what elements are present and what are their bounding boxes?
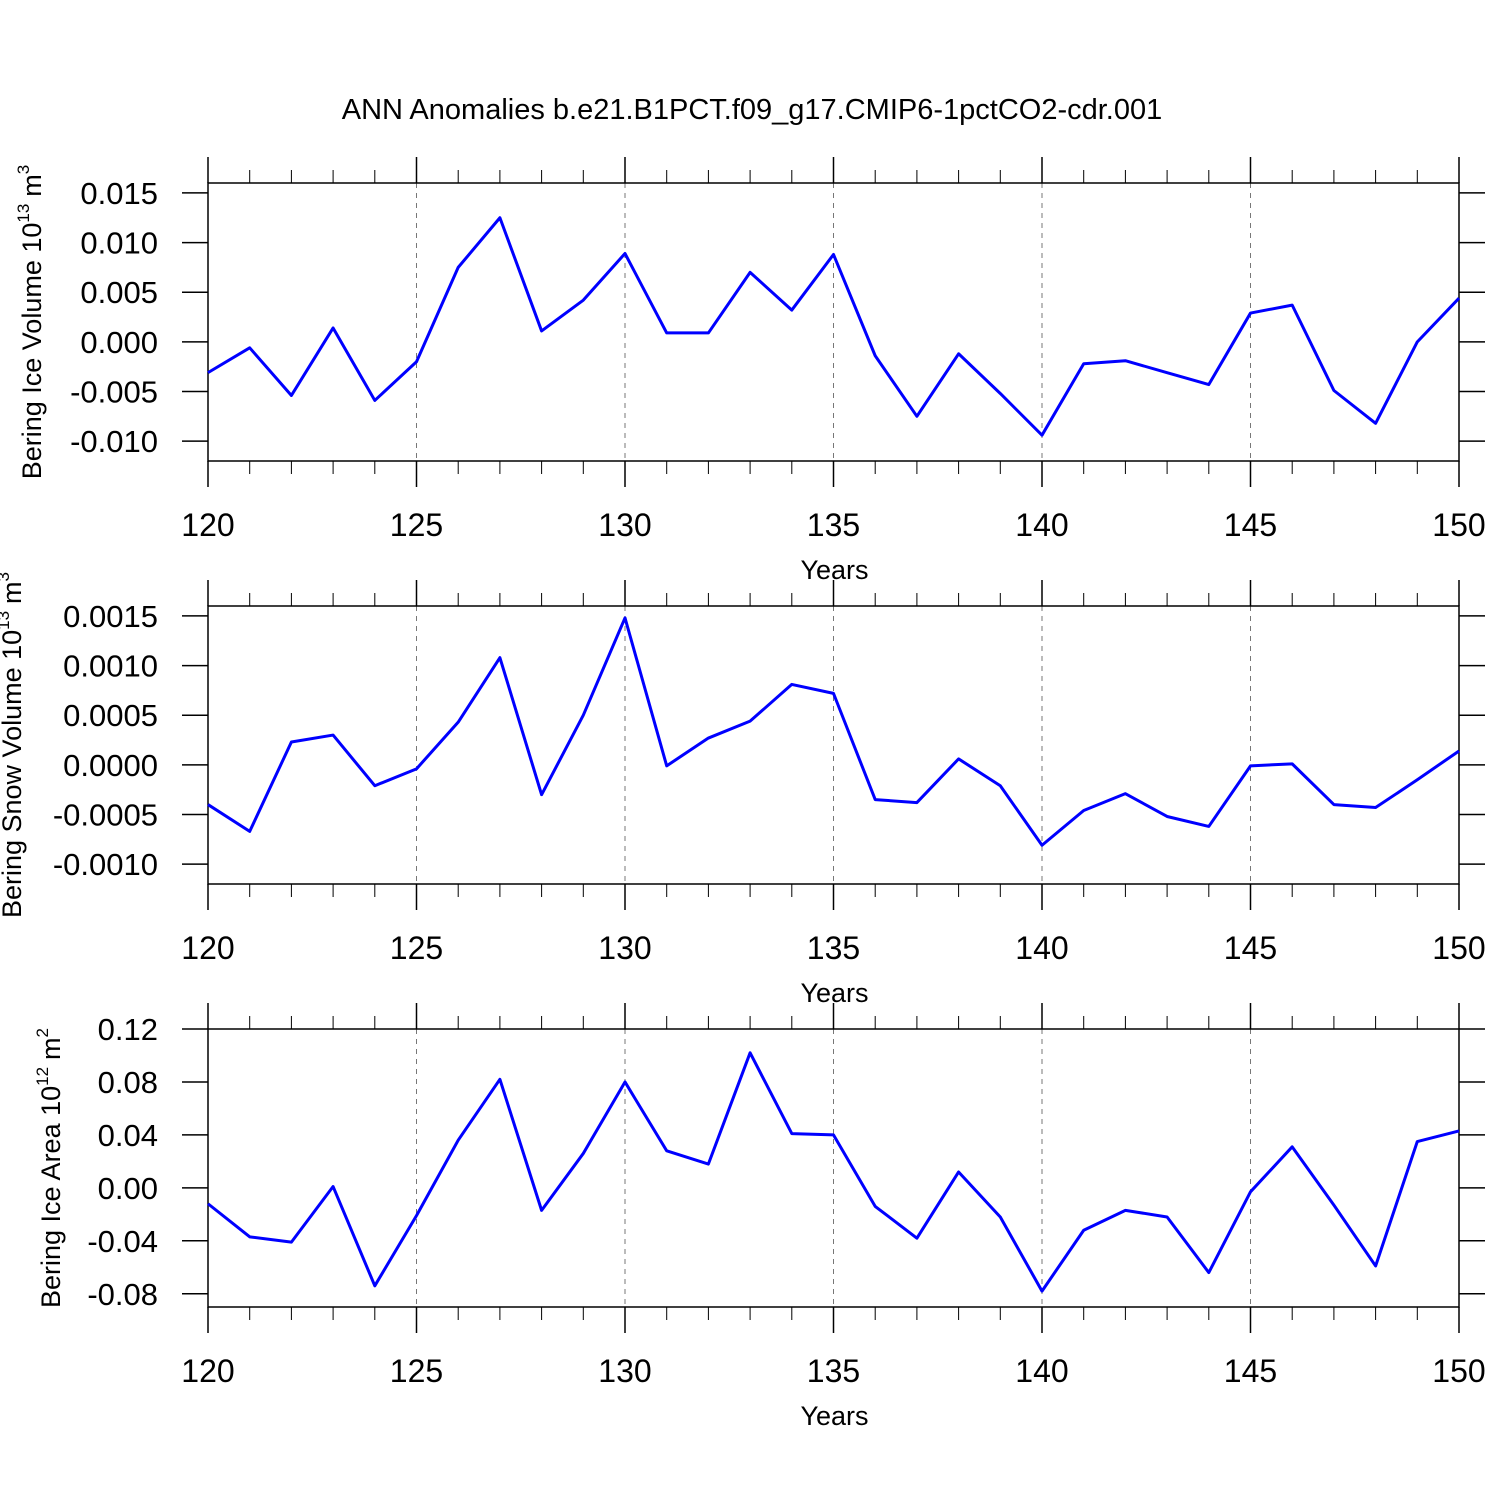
y-axis-label-exponent: 3 (0, 572, 13, 581)
y-axis-label: Bering Ice Volume 1013 m3 (14, 165, 47, 480)
y-tick-label: 0.000 (80, 325, 158, 360)
x-axis-label: Years (800, 978, 868, 1008)
figure-title: ANN Anomalies b.e21.B1PCT.f09_g17.CMIP6-… (342, 94, 1162, 126)
x-tick-label: 140 (1015, 1353, 1068, 1389)
y-axis-label-exponent: 13 (14, 204, 33, 223)
y-tick-label: -0.0005 (53, 798, 158, 833)
y-tick-label: 0.0005 (63, 698, 158, 733)
x-tick-label: 135 (807, 1353, 860, 1389)
x-tick-label: 120 (181, 507, 234, 543)
x-tick-label: 130 (598, 507, 651, 543)
y-tick-label: -0.005 (70, 375, 158, 410)
y-axis-label-exponent: 2 (33, 1028, 52, 1037)
y-tick-label: 0.015 (80, 176, 158, 211)
x-tick-label: 120 (181, 930, 234, 966)
x-tick-label: 125 (390, 507, 443, 543)
y-axis-label-exponent: 3 (14, 165, 33, 174)
plot-frame (207, 605, 1460, 885)
x-tick-label: 145 (1224, 1353, 1277, 1389)
x-tick-label: 145 (1224, 507, 1277, 543)
x-tick-label: 140 (1015, 930, 1068, 966)
x-tick-label: 145 (1224, 930, 1277, 966)
y-axis-label-part: Bering Snow Volume 10 (0, 630, 27, 918)
y-tick-label: -0.04 (87, 1224, 158, 1259)
y-axis-label-part: m (0, 581, 27, 604)
y-axis-label-part: Bering Ice Area 10 (36, 1086, 66, 1308)
data-line (207, 616, 1460, 847)
y-tick-label: -0.0010 (53, 847, 158, 882)
x-tick-label: 125 (390, 1353, 443, 1389)
x-tick-label: 135 (807, 930, 860, 966)
y-tick-label: -0.010 (70, 424, 158, 459)
x-axis-label: Years (800, 555, 868, 585)
y-axis-label: Bering Snow Volume 1013 m3 (0, 572, 27, 918)
x-tick-label: 150 (1432, 1353, 1485, 1389)
y-tick-label: 0.005 (80, 275, 158, 310)
plot-frame (207, 1028, 1460, 1308)
y-tick-label: 0.08 (98, 1065, 158, 1100)
y-axis-label: Bering Ice Area 1012 m2 (33, 1028, 66, 1308)
y-tick-label: -0.08 (87, 1277, 158, 1312)
y-tick-label: 0.04 (98, 1118, 158, 1153)
x-tick-label: 150 (1432, 930, 1485, 966)
y-tick-label: 0.010 (80, 226, 158, 261)
y-tick-label: 0.0015 (63, 599, 158, 634)
x-tick-label: 135 (807, 507, 860, 543)
y-axis-label-exponent: 13 (0, 611, 13, 630)
y-tick-label: 0.0010 (63, 649, 158, 684)
y-tick-label: 0.12 (98, 1012, 158, 1047)
y-axis-label-part: m (36, 1037, 66, 1060)
y-tick-label: 0.0000 (63, 748, 158, 783)
x-tick-label: 150 (1432, 507, 1485, 543)
x-tick-label: 130 (598, 930, 651, 966)
x-tick-label: 120 (181, 1353, 234, 1389)
y-axis-label-part: Bering Ice Volume 10 (17, 223, 47, 480)
y-axis-label-exponent: 12 (33, 1067, 52, 1086)
x-axis-label: Years (800, 1401, 868, 1431)
plot-frame (207, 182, 1460, 462)
y-axis-label-part: m (17, 174, 47, 197)
x-tick-label: 140 (1015, 507, 1068, 543)
y-tick-label: 0.00 (98, 1171, 158, 1206)
data-line (207, 1051, 1460, 1293)
data-line (207, 216, 1461, 437)
x-tick-label: 125 (390, 930, 443, 966)
x-tick-label: 130 (598, 1353, 651, 1389)
